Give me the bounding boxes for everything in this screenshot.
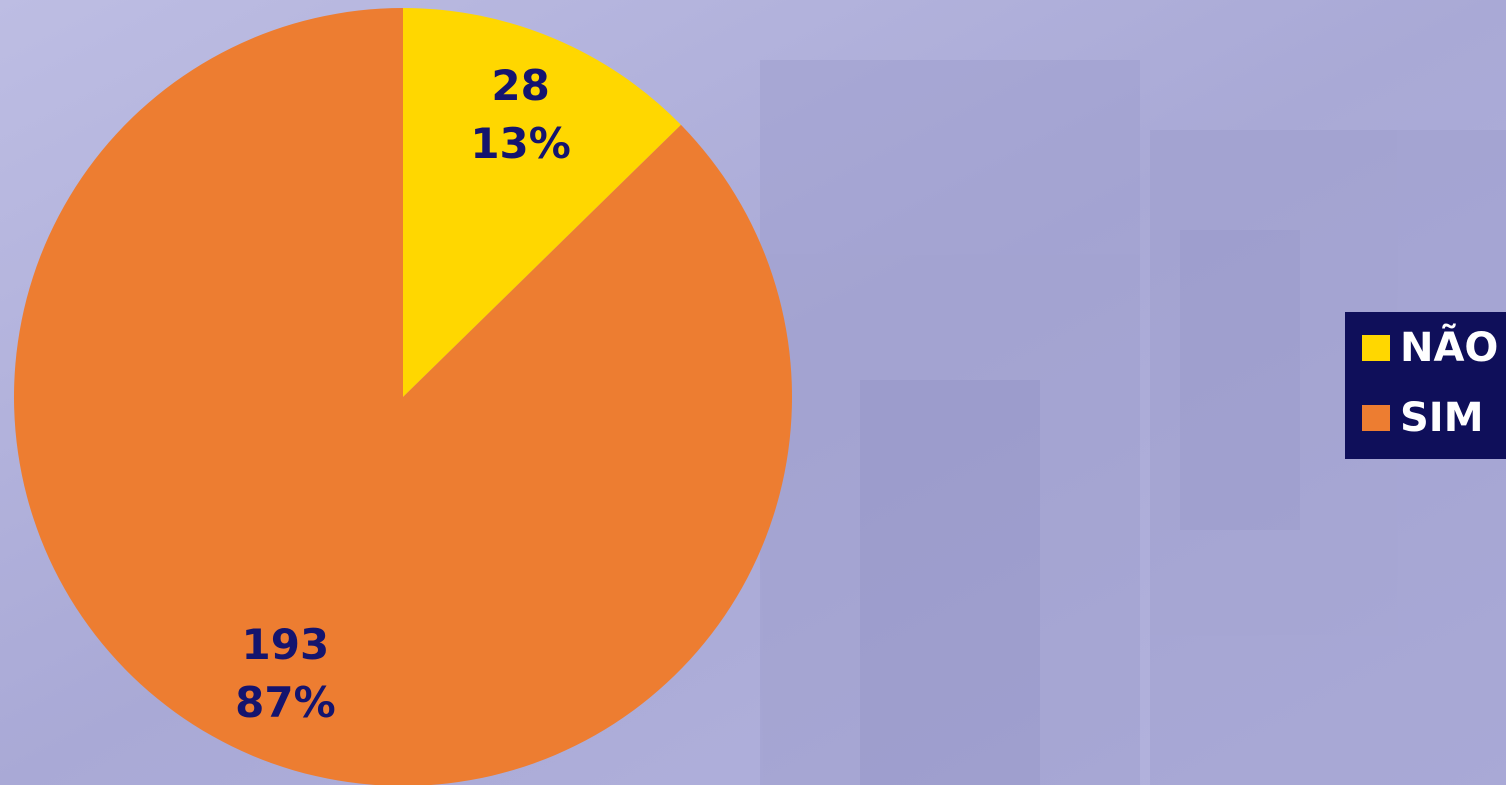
value-label: 28 bbox=[491, 61, 549, 110]
value-label: 193 bbox=[242, 620, 330, 669]
pie-slice bbox=[14, 8, 792, 785]
pie: 28 13% 193 87% bbox=[14, 8, 792, 785]
legend-label: SIM bbox=[1400, 395, 1484, 441]
legend-swatch bbox=[1362, 405, 1390, 431]
percent-label: 13% bbox=[470, 119, 571, 168]
legend: NÃO SIM bbox=[1362, 322, 1498, 441]
pie-slice bbox=[403, 8, 681, 397]
percent-label: 87% bbox=[235, 678, 336, 727]
legend-swatch bbox=[1362, 335, 1390, 361]
legend-label: NÃO bbox=[1400, 322, 1498, 371]
